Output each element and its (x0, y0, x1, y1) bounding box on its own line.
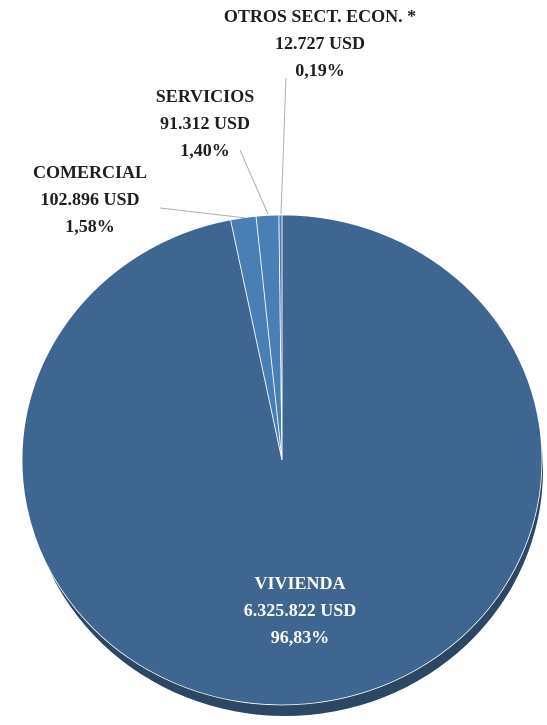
value-label: 1,58% (65, 216, 115, 236)
category-label: VIVIENDA (254, 573, 345, 593)
category-label: COMERCIAL (33, 162, 147, 182)
pie-slice (278, 214, 283, 461)
amount-label: 102.896 USD (40, 189, 139, 209)
value-label: 96,83% (271, 627, 330, 647)
amount-label: 6.325.822 USD (244, 600, 357, 620)
amount-label: 91.312 USD (160, 113, 250, 133)
value-label: 0,19% (295, 60, 345, 80)
leader-line (280, 77, 287, 215)
category-label: OTROS SECT. ECON. * (224, 6, 416, 26)
amount-label: 12.727 USD (275, 33, 365, 53)
value-label: 1,40% (180, 140, 230, 160)
leader-line (159, 207, 247, 219)
category-label: SERVICIOS (156, 86, 254, 106)
leader-line (239, 149, 269, 215)
